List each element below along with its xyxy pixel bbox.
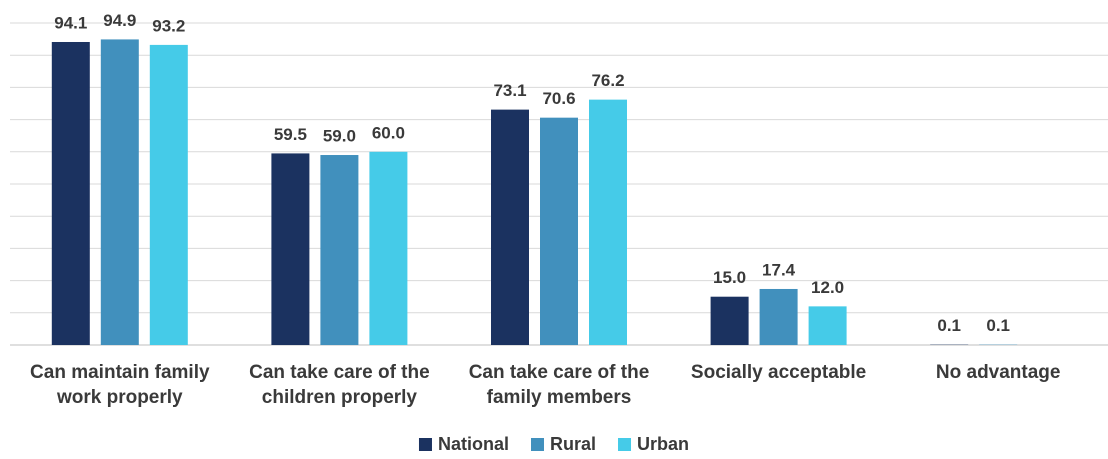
data-label: 70.6 xyxy=(542,89,575,108)
legend-label: Urban xyxy=(637,434,689,454)
data-label: 17.4 xyxy=(762,260,796,279)
legend-label: National xyxy=(438,434,509,454)
data-label: 15.0 xyxy=(713,268,746,287)
data-label: 59.5 xyxy=(274,125,307,144)
bar xyxy=(271,153,310,345)
x-tick-label: Can maintain family work properly xyxy=(30,362,210,408)
data-label: 76.2 xyxy=(591,71,624,90)
legend-label: Rural xyxy=(550,434,596,454)
data-label: 60.0 xyxy=(372,123,405,142)
x-tick-label: Socially acceptable xyxy=(691,362,866,383)
bar xyxy=(320,155,359,345)
bar xyxy=(369,151,408,345)
x-tick-label: No advantage xyxy=(936,362,1061,383)
data-label: 73.1 xyxy=(493,81,526,100)
bar xyxy=(710,296,749,345)
data-label: 0.1 xyxy=(986,316,1010,335)
data-label: 93.2 xyxy=(152,16,185,35)
bar xyxy=(100,39,139,346)
data-label: 94.1 xyxy=(54,13,87,32)
legend-swatch xyxy=(530,438,544,451)
bar xyxy=(149,44,188,346)
bar xyxy=(589,99,627,345)
data-label: 0.1 xyxy=(937,316,961,335)
bar xyxy=(540,117,578,345)
legend: National Rural Urban xyxy=(418,434,689,454)
x-tick-label: Can take care of the family members xyxy=(469,362,650,408)
data-label: 12.0 xyxy=(811,278,844,297)
x-tick-label: Can take care of the children properly xyxy=(249,362,430,408)
legend-swatch xyxy=(618,438,632,451)
bar xyxy=(808,306,847,345)
data-label: 94.9 xyxy=(103,11,136,30)
legend-swatch xyxy=(418,438,432,451)
bar xyxy=(759,288,798,345)
bar xyxy=(51,41,90,346)
bar xyxy=(491,109,529,345)
data-label: 59.0 xyxy=(323,127,356,146)
